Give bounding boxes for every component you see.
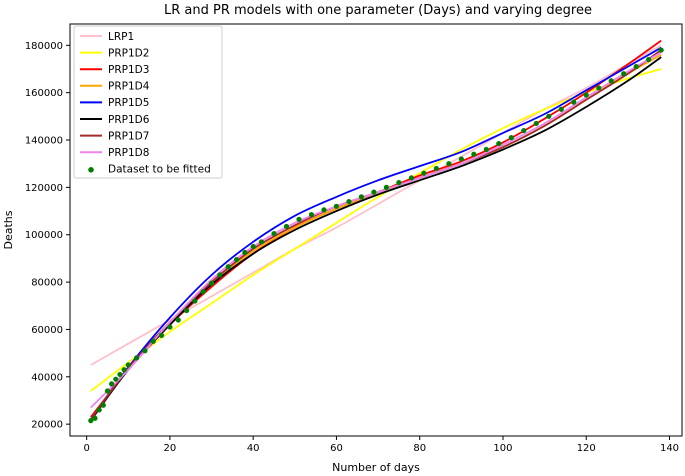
legend-label-lrp1: LRP1 xyxy=(108,31,134,43)
data-point xyxy=(308,212,315,218)
y-tick-label: 160000 xyxy=(25,88,63,99)
legend-swatch-dataset-to-be-fitted xyxy=(88,167,94,173)
legend-label-prp1d4: PRP1D4 xyxy=(108,81,150,93)
data-point xyxy=(483,146,489,153)
y-tick-label: 180000 xyxy=(25,41,63,52)
data-point xyxy=(125,362,131,368)
legend-label-prp1d5: PRP1D5 xyxy=(108,97,149,109)
data-point xyxy=(546,113,552,119)
data-point xyxy=(217,272,223,278)
legend-label-dataset-to-be-fitted: Dataset to be fitted xyxy=(108,164,211,176)
data-point xyxy=(134,355,140,361)
data-point xyxy=(596,85,602,91)
data-point xyxy=(571,99,577,105)
data-point xyxy=(496,140,502,147)
data-point xyxy=(92,415,98,421)
chart-title: LR and PR models with one parameter (Day… xyxy=(164,3,592,18)
legend-label-prp1d3: PRP1D3 xyxy=(108,64,149,76)
data-point xyxy=(117,371,123,378)
data-point xyxy=(396,180,402,186)
data-point xyxy=(583,92,589,98)
data-point xyxy=(158,332,165,338)
series-line-prp1d6 xyxy=(90,56,662,422)
legend-label-prp1d6: PRP1D6 xyxy=(108,114,150,126)
data-point xyxy=(271,230,277,237)
data-point xyxy=(508,135,514,141)
data-point xyxy=(242,249,248,256)
scatter-layer xyxy=(88,47,664,424)
series-line-prp1d5 xyxy=(90,46,662,420)
x-axis-label: Number of days xyxy=(332,461,420,474)
legend: LRP1 PRP1D2 PRP1D3 PRP1D4 PRP1D5 PRP1D6 PRP1D7… xyxy=(73,25,223,179)
data-point xyxy=(646,56,652,63)
data-point xyxy=(383,184,390,190)
data-point xyxy=(104,388,111,394)
data-point xyxy=(208,280,215,286)
data-point xyxy=(175,317,181,323)
data-point xyxy=(408,175,414,181)
data-point xyxy=(371,189,377,195)
data-point xyxy=(633,64,639,70)
data-point xyxy=(109,381,115,387)
legend-box xyxy=(73,25,223,179)
data-point xyxy=(113,376,119,382)
data-point xyxy=(608,78,614,84)
data-point xyxy=(88,418,94,424)
x-tick-label: 40 xyxy=(247,443,260,454)
data-point xyxy=(233,256,240,263)
x-tick-label: 80 xyxy=(413,443,426,454)
data-point xyxy=(621,71,627,77)
data-point xyxy=(96,407,102,413)
data-point xyxy=(346,198,352,205)
x-tick-label: 20 xyxy=(164,443,177,454)
data-point xyxy=(521,127,527,134)
data-point xyxy=(433,165,439,172)
data-point xyxy=(358,194,365,200)
y-tick-label: 100000 xyxy=(25,230,63,241)
y-tick-label: 120000 xyxy=(25,183,63,194)
data-point xyxy=(533,120,539,127)
x-axis-ticks: 0 20 40 60 80 100 120 140 xyxy=(83,436,679,454)
data-point xyxy=(458,156,464,162)
data-point xyxy=(296,216,302,222)
data-point xyxy=(167,324,173,330)
legend-label-prp1d2: PRP1D2 xyxy=(108,47,149,59)
data-point xyxy=(100,402,106,408)
data-point xyxy=(558,106,564,112)
y-tick-label: 40000 xyxy=(31,372,63,383)
y-tick-label: 20000 xyxy=(31,420,63,431)
data-point xyxy=(258,239,265,245)
x-tick-label: 120 xyxy=(577,443,596,454)
data-point xyxy=(142,348,148,354)
x-tick-label: 0 xyxy=(83,443,89,454)
data-point xyxy=(192,298,198,304)
data-point xyxy=(150,338,156,344)
legend-label-prp1d7: PRP1D7 xyxy=(108,130,149,142)
data-point xyxy=(283,223,290,230)
data-point xyxy=(321,207,327,213)
data-point xyxy=(200,288,206,295)
plot-frame xyxy=(69,23,683,437)
y-tick-label: 140000 xyxy=(25,136,63,147)
y-axis-label: Deaths xyxy=(2,210,15,249)
plot-area: 0 20 40 60 80 100 120 140 20000 40000 60000 80000 1… xyxy=(25,23,683,454)
data-point xyxy=(471,151,477,157)
data-point xyxy=(250,243,256,250)
data-point xyxy=(225,264,231,270)
x-tick-label: 60 xyxy=(330,443,343,454)
y-axis-ticks: 20000 40000 60000 80000 100000 120000 140000 16… xyxy=(25,41,70,431)
data-point xyxy=(658,47,664,53)
legend-label-prp1d8: PRP1D8 xyxy=(108,147,149,159)
data-point xyxy=(121,367,127,373)
series-line-prp1d8 xyxy=(90,51,662,409)
data-point xyxy=(333,203,340,209)
y-tick-label: 80000 xyxy=(31,278,63,289)
data-point xyxy=(183,307,190,314)
x-tick-label: 100 xyxy=(493,443,512,454)
x-tick-label: 140 xyxy=(660,443,679,454)
data-point xyxy=(421,170,427,176)
y-tick-label: 60000 xyxy=(31,325,63,336)
data-point xyxy=(446,161,452,167)
